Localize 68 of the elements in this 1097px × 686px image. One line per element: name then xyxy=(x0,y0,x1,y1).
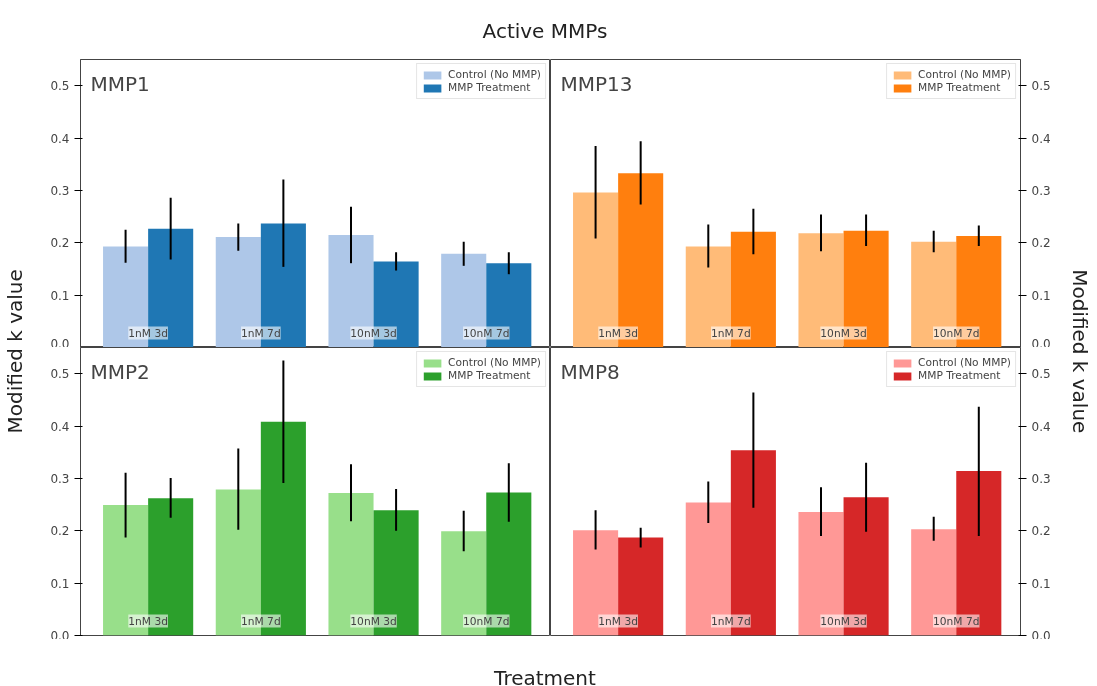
bar xyxy=(618,173,664,347)
bar xyxy=(215,237,261,347)
legend-label: MMP Treatment xyxy=(918,81,1001,94)
text: MMP2 xyxy=(90,359,150,384)
y2-tick-label: 0.4 xyxy=(1031,419,1051,434)
x-tick-label: 10nM 3d xyxy=(350,326,397,340)
y-tick-label: 0.3 xyxy=(50,183,70,198)
x-tick-label: 10nM 7d xyxy=(463,614,510,628)
y2-tick-label: 0.1 xyxy=(1031,576,1051,591)
y2-tick-label: 0.5 xyxy=(1031,367,1051,382)
bar xyxy=(573,192,619,347)
y2-tick-label: 0.5 xyxy=(1031,79,1051,94)
text: MMP1 xyxy=(90,71,150,96)
y-axis-title: Modified k value xyxy=(1,268,28,434)
bar xyxy=(148,228,194,347)
x-tick-label: 10nM 7d xyxy=(933,326,980,340)
legend-label: Control (No MMP) xyxy=(918,68,1011,81)
legend-label: MMP Treatment xyxy=(448,81,531,94)
bar xyxy=(103,246,149,347)
y-tick-label: 0.2 xyxy=(50,524,70,539)
bar xyxy=(685,502,731,636)
y2-tick-label: 0.0 xyxy=(1031,336,1051,351)
legend-label: MMP Treatment xyxy=(918,369,1001,382)
x-tick-label: 10nM 7d xyxy=(933,614,980,628)
text: Active MMPs xyxy=(481,18,609,45)
bar xyxy=(573,530,619,636)
x-tick-label: 1nM 7d xyxy=(711,614,751,628)
text: MMP8 xyxy=(560,359,620,384)
y-tick-label: 0.3 xyxy=(50,471,70,486)
bar xyxy=(685,246,731,347)
x-tick-label: 1nM 7d xyxy=(711,326,751,340)
y2-axis-title: Modified k value xyxy=(1067,268,1094,434)
y-tick-label: 0.1 xyxy=(50,288,70,303)
x-tick-label: 1nM 3d xyxy=(598,614,638,628)
y-tick-label: 0.4 xyxy=(50,419,70,434)
y-tick-label: 0.2 xyxy=(50,236,70,251)
y2-tick-label: 0.0 xyxy=(1031,628,1051,643)
legend-label: MMP Treatment xyxy=(448,369,531,382)
y-tick-label: 0.5 xyxy=(50,367,70,382)
y-tick-label: 0.5 xyxy=(50,79,70,94)
x-tick-label: 1nM 7d xyxy=(241,614,281,628)
y-tick-label: 0.0 xyxy=(50,628,70,643)
y2-tick-label: 0.2 xyxy=(1031,236,1051,251)
bar xyxy=(215,489,261,636)
y2-tick-label: 0.3 xyxy=(1031,471,1051,486)
bar xyxy=(618,537,664,636)
x-tick-label: 1nM 3d xyxy=(128,326,168,340)
x-tick-label: 10nM 3d xyxy=(350,614,397,628)
legend-label: Control (No MMP) xyxy=(448,68,541,81)
text: MMP13 xyxy=(560,71,633,96)
x-tick-label: 1nM 3d xyxy=(128,614,168,628)
y2-tick-label: 0.3 xyxy=(1031,183,1051,198)
y2-tick-label: 0.1 xyxy=(1031,288,1051,303)
x-tick-label: 10nM 7d xyxy=(463,326,510,340)
bar xyxy=(103,505,149,636)
x-axis-title: Treatment xyxy=(493,665,597,686)
y-tick-label: 0.4 xyxy=(50,131,70,146)
bar xyxy=(148,498,194,636)
legend-label: Control (No MMP) xyxy=(448,356,541,369)
x-tick-label: 10nM 3d xyxy=(820,614,867,628)
legend-label: Control (No MMP) xyxy=(918,356,1011,369)
y-tick-label: 0.0 xyxy=(50,336,70,351)
y-tick-label: 0.1 xyxy=(50,576,70,591)
y2-tick-label: 0.2 xyxy=(1031,524,1051,539)
x-tick-label: 1nM 3d xyxy=(598,326,638,340)
x-tick-label: 10nM 3d xyxy=(820,326,867,340)
y2-tick-label: 0.4 xyxy=(1031,131,1051,146)
x-tick-label: 1nM 7d xyxy=(241,326,281,340)
